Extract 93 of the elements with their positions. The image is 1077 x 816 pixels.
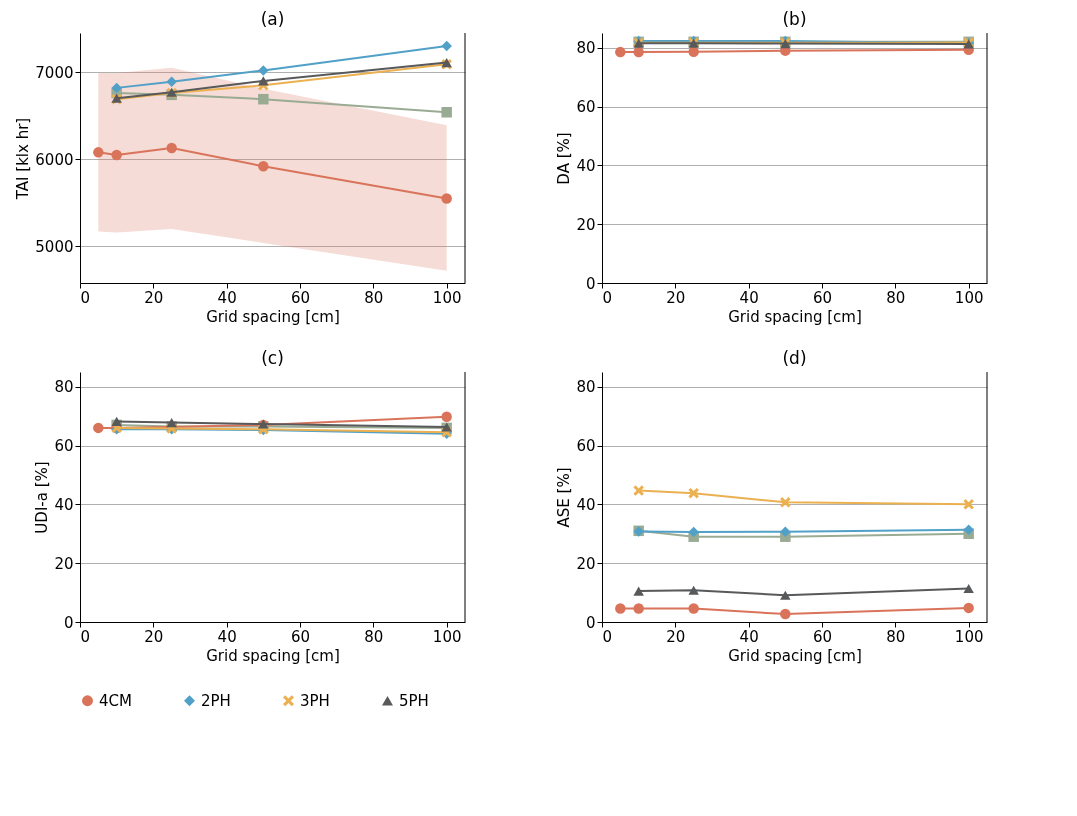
legend-label: 4CM bbox=[99, 691, 132, 710]
point bbox=[963, 602, 974, 614]
x-tick-label: 0 bbox=[80, 627, 91, 646]
legend-label: 2PH bbox=[201, 691, 231, 710]
x-tick-label: 60 bbox=[290, 288, 311, 307]
y-axis-title: UDI-a [%] bbox=[33, 461, 52, 534]
y-tick-label: 60 bbox=[576, 98, 596, 117]
y-axis-title: DA [%] bbox=[555, 132, 574, 185]
point bbox=[441, 411, 452, 422]
x-tick-label: 0 bbox=[80, 288, 91, 307]
y-tick-label: 0 bbox=[63, 613, 74, 632]
x-tick-label: 0 bbox=[602, 288, 613, 307]
x-tick-label: 60 bbox=[812, 627, 833, 646]
point bbox=[111, 416, 122, 426]
legend-label: 5PH bbox=[399, 691, 429, 710]
x-axis-title: Grid spacing [cm] bbox=[728, 307, 862, 326]
x-axis-title: Grid spacing [cm] bbox=[206, 646, 340, 665]
x-tick-label: 20 bbox=[666, 288, 686, 307]
point bbox=[93, 147, 104, 158]
x-tick-label: 20 bbox=[144, 288, 164, 307]
point bbox=[963, 524, 974, 535]
x-tick-label: 80 bbox=[364, 627, 384, 646]
y-tick-label: 6000 bbox=[35, 150, 74, 169]
y-tick-label: 20 bbox=[54, 554, 74, 573]
chart-title: (a) bbox=[260, 8, 285, 29]
point bbox=[441, 107, 452, 118]
y-tick-label: 7000 bbox=[35, 63, 74, 82]
y-tick-label: 80 bbox=[576, 39, 596, 58]
x-tick-label: 80 bbox=[364, 288, 384, 307]
point bbox=[633, 603, 644, 614]
point bbox=[688, 526, 699, 538]
point bbox=[93, 422, 104, 434]
x-tick-label: 20 bbox=[666, 627, 686, 646]
point bbox=[780, 526, 791, 537]
point bbox=[780, 608, 791, 620]
x-tick-label: 100 bbox=[954, 288, 984, 307]
x-tick-label: 80 bbox=[886, 288, 906, 307]
y-tick-label: 80 bbox=[54, 378, 74, 397]
y-tick-label: 60 bbox=[576, 437, 596, 456]
point bbox=[258, 93, 269, 105]
chart-title: (b) bbox=[782, 8, 807, 29]
point bbox=[615, 603, 626, 614]
point bbox=[633, 586, 644, 596]
y-axis-title: TAI [klx hr] bbox=[14, 117, 33, 201]
y-tick-label: 5000 bbox=[35, 237, 74, 256]
legend-label: 3PH bbox=[300, 691, 330, 710]
y-axis-title: ASE [%] bbox=[555, 467, 574, 528]
x-tick-label: 0 bbox=[602, 627, 613, 646]
point bbox=[441, 193, 452, 204]
point bbox=[633, 46, 644, 58]
point bbox=[633, 485, 644, 496]
y-tick-label: 20 bbox=[576, 215, 596, 234]
y-tick-label: 80 bbox=[576, 378, 596, 397]
point bbox=[688, 585, 699, 595]
point bbox=[688, 603, 699, 614]
x-tick-label: 100 bbox=[954, 627, 984, 646]
point bbox=[780, 497, 791, 508]
x-tick-label: 60 bbox=[812, 288, 833, 307]
x-axis-title: Grid spacing [cm] bbox=[206, 307, 340, 326]
y-tick-label: 40 bbox=[576, 495, 596, 514]
point bbox=[963, 499, 974, 510]
y-tick-label: 40 bbox=[576, 156, 596, 175]
point bbox=[780, 590, 791, 600]
point bbox=[166, 418, 177, 428]
point bbox=[615, 46, 626, 58]
chart-title: (c) bbox=[261, 347, 284, 368]
y-tick-label: 60 bbox=[54, 437, 74, 456]
chart-title: (d) bbox=[782, 347, 807, 368]
point bbox=[688, 487, 699, 499]
x-tick-label: 60 bbox=[290, 627, 311, 646]
point bbox=[166, 142, 177, 154]
x-tick-label: 100 bbox=[432, 288, 462, 307]
y-tick-label: 0 bbox=[585, 613, 596, 632]
x-tick-label: 40 bbox=[739, 627, 759, 646]
point bbox=[111, 82, 122, 94]
point bbox=[166, 76, 177, 88]
point bbox=[258, 161, 269, 172]
point bbox=[441, 40, 452, 52]
x-tick-label: 100 bbox=[432, 627, 462, 646]
x-tick-label: 40 bbox=[217, 288, 237, 307]
x-axis-title: Grid spacing [cm] bbox=[728, 646, 862, 665]
point bbox=[258, 65, 269, 76]
x-tick-label: 40 bbox=[217, 627, 237, 646]
point bbox=[688, 46, 699, 58]
point bbox=[963, 583, 974, 594]
x-tick-label: 20 bbox=[144, 627, 164, 646]
point bbox=[258, 76, 269, 86]
x-tick-label: 80 bbox=[886, 627, 906, 646]
y-tick-label: 0 bbox=[585, 274, 596, 293]
point bbox=[111, 149, 122, 161]
y-tick-label: 40 bbox=[54, 495, 74, 514]
y-tick-label: 20 bbox=[576, 554, 596, 573]
x-tick-label: 40 bbox=[739, 288, 759, 307]
